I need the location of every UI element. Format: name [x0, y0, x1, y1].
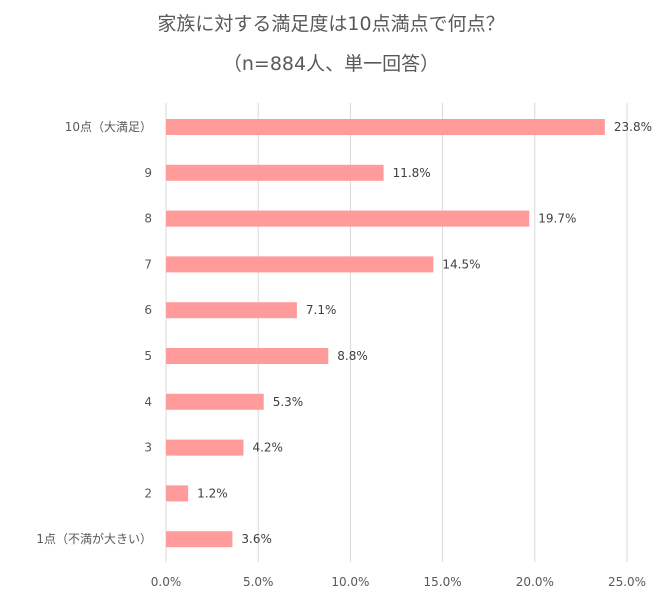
- data-label: 4.2%: [252, 441, 283, 455]
- y-tick-label: 1点（不満が大きい）: [36, 531, 152, 546]
- chart-subtitle: （n=884人、単一回答）: [222, 53, 440, 75]
- data-label: 11.8%: [393, 166, 431, 180]
- labels: 0.0% 5.0% 10.0% 15.0% 20.0% 25.0% 10点（大満足） 23.8…: [36, 120, 652, 589]
- x-tick-label: 10.0%: [331, 575, 369, 589]
- data-label: 23.8%: [614, 120, 652, 134]
- bar: [166, 439, 244, 456]
- y-tick-label: 3: [144, 441, 152, 455]
- y-tick-label: 4: [144, 395, 152, 409]
- data-label: 19.7%: [538, 212, 576, 226]
- x-tick-label: 5.0%: [243, 575, 274, 589]
- bar: [166, 119, 605, 135]
- x-tick-label: 25.0%: [608, 575, 646, 589]
- data-label: 7.1%: [306, 303, 337, 317]
- bar: [166, 210, 530, 227]
- data-label: 14.5%: [442, 257, 480, 271]
- y-tick-label: 2: [144, 486, 152, 500]
- y-tick-label: 6: [144, 303, 152, 317]
- data-label: 3.6%: [241, 532, 272, 546]
- x-tick-label: 20.0%: [516, 575, 554, 589]
- y-tick-label: 10点（大満足）: [65, 120, 152, 134]
- bar: [166, 348, 329, 364]
- bar: [166, 393, 264, 410]
- bar: [166, 256, 434, 273]
- y-tick-label: 8: [144, 212, 152, 226]
- data-label: 8.8%: [337, 349, 368, 363]
- bar: [166, 164, 384, 181]
- y-tick-label: 7: [144, 257, 152, 271]
- bars: [166, 119, 605, 548]
- data-label: 5.3%: [273, 395, 304, 409]
- chart-title: 家族に対する満足度は10点満点で何点？: [157, 13, 505, 35]
- bar: [166, 485, 189, 502]
- x-tick-label: 0.0%: [151, 575, 182, 589]
- y-tick-label: 9: [144, 166, 152, 180]
- y-tick-label: 5: [144, 349, 152, 363]
- bar: [166, 531, 233, 548]
- data-label: 1.2%: [197, 486, 228, 500]
- x-tick-label: 15.0%: [424, 575, 462, 589]
- bar: [166, 302, 297, 319]
